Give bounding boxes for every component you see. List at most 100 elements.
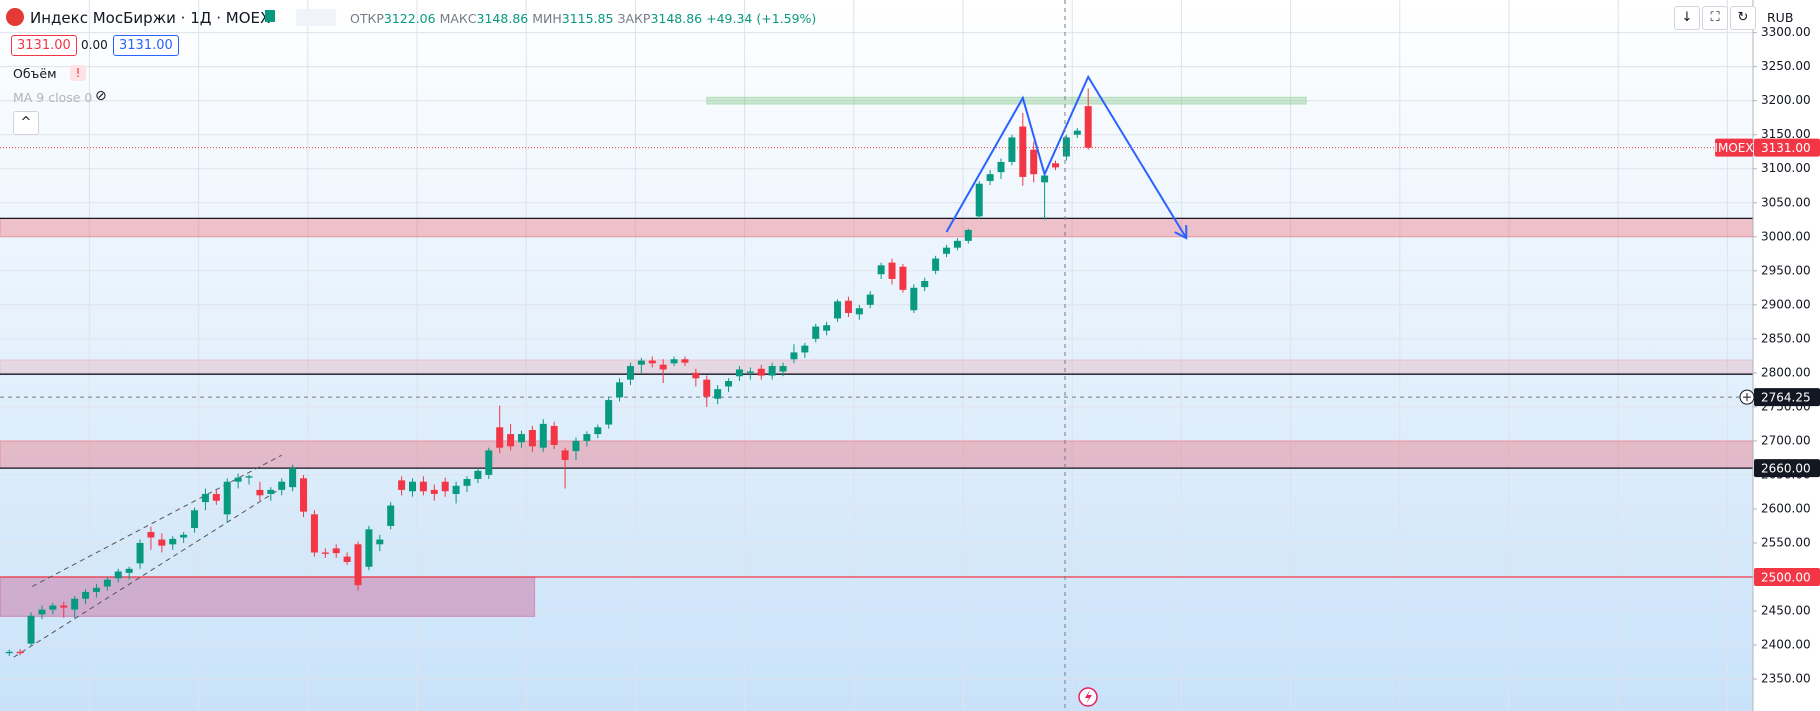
low-label: МИН [532, 11, 562, 26]
candle-body [60, 605, 68, 608]
candle-body [986, 174, 994, 181]
candle-body [16, 651, 24, 654]
symbol-title[interactable]: Индекс МосБиржи · 1Д · MOEX [30, 9, 271, 27]
candle-body [212, 493, 220, 501]
price-label: 2500.00 [1761, 570, 1811, 584]
candle-body [997, 161, 1005, 173]
indicator-volume[interactable]: Объём [13, 66, 57, 81]
candle-body [485, 450, 493, 475]
candle-body [223, 481, 231, 515]
sell-button[interactable]: 3131.00 [11, 35, 77, 56]
open-value: 3122.06 [383, 11, 436, 26]
candle-body [681, 359, 689, 363]
candle-body [801, 345, 809, 353]
buy-button[interactable]: 3131.00 [113, 35, 179, 56]
candle-body [866, 294, 874, 305]
candle-body [583, 434, 591, 441]
candle-body [1008, 137, 1016, 162]
candle-body [877, 265, 885, 275]
candle-body [561, 450, 569, 460]
symbol-icon[interactable] [6, 8, 24, 30]
pattern-line [945, 74, 1188, 239]
candle-body [572, 440, 580, 452]
candle-body [441, 481, 449, 492]
candle-body [289, 468, 297, 488]
candle-body [71, 598, 79, 610]
price-label: 2660.00 [1761, 462, 1811, 476]
pattern-arrowhead [1174, 225, 1188, 240]
candle-body [419, 481, 427, 492]
currency[interactable]: RUB [1767, 10, 1794, 25]
candle-body [779, 366, 787, 372]
candle-body [245, 476, 253, 478]
candle-body [256, 489, 264, 496]
candle-body [757, 368, 765, 376]
candle-body [27, 615, 35, 644]
candle-body [648, 360, 656, 364]
close-label: ЗАКР [617, 11, 651, 26]
candle-body [823, 325, 831, 331]
candle-body [605, 400, 613, 425]
candle-body [496, 427, 504, 448]
candle-body [768, 366, 776, 376]
candle-body [310, 514, 318, 553]
candle-body [844, 300, 852, 313]
candle-body [158, 539, 166, 546]
price-label: 3131.00 [1761, 141, 1811, 155]
candle-body [125, 568, 133, 573]
reload-button[interactable]: ↻ [1730, 6, 1756, 30]
plot-background [0, 0, 1753, 711]
event-icon-bolt [1085, 690, 1092, 704]
y-tick-label: 2600.00 [1761, 501, 1811, 515]
candle-body [180, 534, 188, 538]
compare-buttons[interactable] [296, 9, 336, 26]
warning-badge[interactable]: ! [70, 65, 86, 81]
collapse-button[interactable]: ^ [13, 111, 39, 135]
candle-body [670, 359, 678, 364]
candle-body [1062, 137, 1070, 157]
candle-body [354, 544, 362, 586]
candle-body [855, 308, 863, 315]
crosshair-plus-sign [1743, 393, 1751, 402]
indicator-ma[interactable]: MA 9 close 0 [13, 90, 93, 105]
y-tick-label: 3000.00 [1761, 229, 1811, 243]
low-value: 3115.85 [561, 11, 614, 26]
candle-body [201, 493, 209, 503]
candle-body [539, 423, 547, 448]
hidden-eye-icon[interactable]: ⊘ [95, 88, 107, 104]
close-value: 3148.86 [650, 11, 703, 26]
y-tick-label: 3200.00 [1761, 93, 1811, 107]
candle-body [103, 579, 111, 587]
price-label-box [1754, 388, 1820, 407]
candle-body [550, 425, 558, 445]
symbol-tag: IMOEX [1714, 141, 1753, 155]
candle-body [703, 379, 711, 397]
y-tick-label: 2800.00 [1761, 365, 1811, 379]
fullscreen-button[interactable]: ⛶ [1702, 6, 1728, 30]
candle-body [169, 538, 177, 545]
price-label: 2764.25 [1761, 391, 1811, 405]
candle-body [321, 552, 329, 554]
candle-body [725, 381, 733, 387]
candle-body [746, 371, 754, 373]
candle-body [834, 301, 842, 319]
candle-body [147, 532, 155, 538]
candle-body [888, 262, 896, 279]
price-label-box [1754, 459, 1820, 478]
candle-body [594, 427, 602, 435]
zone [706, 96, 1307, 105]
chart-layer [0, 0, 1754, 711]
candle-body [474, 470, 482, 479]
symbol-tag-box [1715, 138, 1753, 157]
candle-body [637, 360, 645, 365]
ohlc-row: ОТКР3122.06 МАКС3148.86 МИН3115.85 ЗАКР3… [350, 11, 816, 26]
download-button[interactable]: ↓ [1674, 6, 1700, 30]
candle-body [114, 571, 122, 579]
price-label-box [1754, 567, 1820, 586]
candle-body [49, 605, 57, 610]
high-label: МАКС [439, 11, 477, 26]
candle-body [343, 556, 351, 562]
flag-icon[interactable] [265, 10, 275, 22]
price-axis-background [1753, 0, 1820, 711]
